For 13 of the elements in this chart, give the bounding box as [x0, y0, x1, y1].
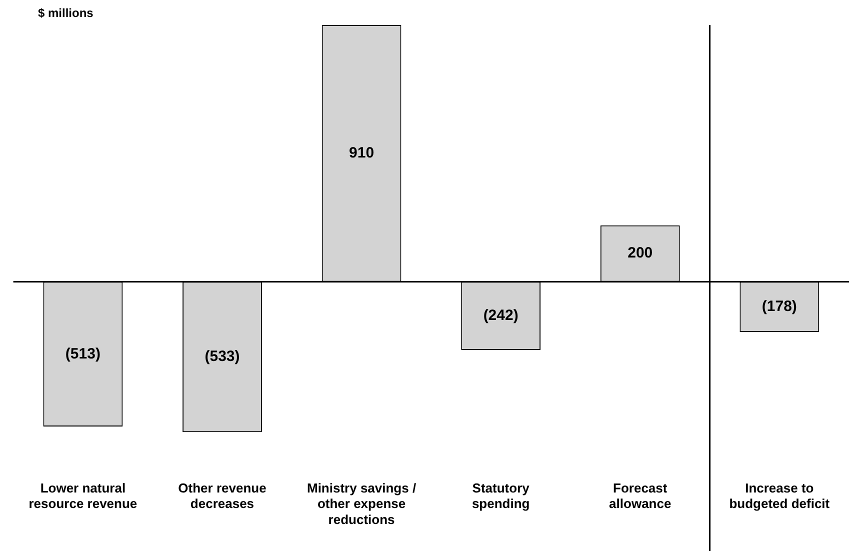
x-tick-label: Lower natural resource revenue: [28, 480, 138, 512]
data-label: 200: [628, 244, 653, 262]
y-axis-title: $ millions: [38, 6, 94, 20]
x-tick-label: Ministry savings / other expense reductions: [306, 480, 416, 527]
data-label: (242): [483, 307, 518, 324]
data-label: (178): [762, 298, 797, 316]
x-tick-label: Other revenue decreases: [178, 480, 266, 512]
x-tick-label: Forecast allowance: [609, 480, 672, 512]
data-label: (513): [65, 345, 100, 362]
data-label: (533): [204, 348, 240, 366]
x-tick-label: Statutory spending: [472, 480, 530, 512]
x-tick-label: Increase to budgeted deficit: [729, 480, 830, 512]
data-label: 910: [349, 144, 374, 162]
